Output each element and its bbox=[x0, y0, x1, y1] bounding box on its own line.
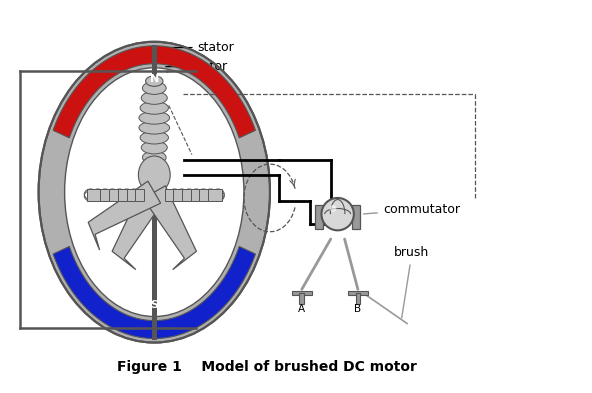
Ellipse shape bbox=[140, 131, 169, 144]
Bar bbox=[292, 291, 312, 296]
Bar bbox=[121, 189, 135, 202]
Ellipse shape bbox=[143, 82, 166, 94]
Ellipse shape bbox=[141, 92, 168, 104]
Ellipse shape bbox=[38, 42, 270, 343]
Ellipse shape bbox=[139, 121, 170, 134]
Polygon shape bbox=[143, 186, 197, 270]
Bar bbox=[104, 189, 118, 202]
Circle shape bbox=[330, 205, 336, 212]
Polygon shape bbox=[112, 186, 165, 270]
Bar bbox=[173, 189, 187, 202]
Ellipse shape bbox=[143, 151, 166, 164]
Polygon shape bbox=[88, 181, 160, 250]
Text: A: A bbox=[298, 304, 305, 314]
Ellipse shape bbox=[65, 68, 244, 316]
Bar bbox=[300, 294, 304, 304]
Polygon shape bbox=[53, 46, 256, 138]
Ellipse shape bbox=[140, 101, 169, 114]
Bar bbox=[352, 205, 360, 229]
Bar bbox=[348, 291, 368, 296]
Bar bbox=[208, 189, 222, 202]
Bar bbox=[86, 189, 101, 202]
Text: stator: stator bbox=[154, 41, 234, 54]
Bar bbox=[356, 294, 360, 304]
Ellipse shape bbox=[139, 156, 170, 194]
Polygon shape bbox=[53, 246, 256, 338]
Bar bbox=[112, 189, 127, 202]
Ellipse shape bbox=[141, 141, 168, 154]
Bar bbox=[130, 189, 144, 202]
Ellipse shape bbox=[139, 112, 170, 124]
Ellipse shape bbox=[146, 76, 163, 86]
Text: Figure 1    Model of brushed DC motor: Figure 1 Model of brushed DC motor bbox=[117, 360, 417, 375]
Bar bbox=[316, 205, 323, 229]
Text: commutator: commutator bbox=[363, 203, 460, 216]
Circle shape bbox=[321, 198, 354, 230]
Text: brush: brush bbox=[394, 246, 430, 318]
Bar bbox=[182, 189, 196, 202]
Bar bbox=[200, 189, 213, 202]
Bar bbox=[95, 189, 109, 202]
Text: N: N bbox=[150, 74, 159, 84]
Bar bbox=[191, 189, 205, 202]
Text: B: B bbox=[355, 304, 362, 314]
Text: rotor: rotor bbox=[166, 60, 228, 73]
Bar bbox=[152, 45, 157, 340]
Text: S: S bbox=[150, 300, 158, 310]
Bar bbox=[165, 189, 179, 202]
